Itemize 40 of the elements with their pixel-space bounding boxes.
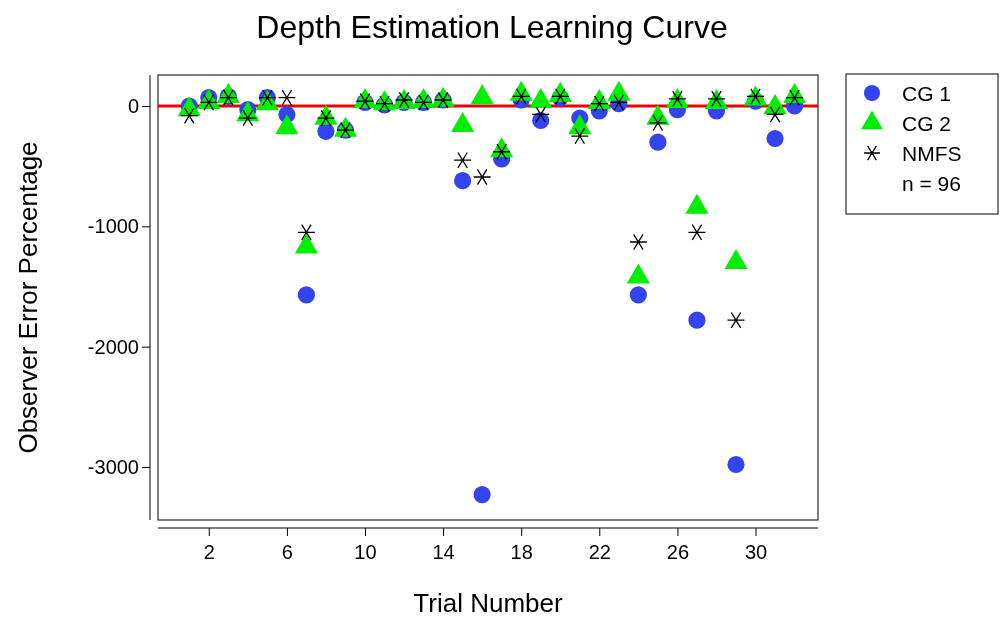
point — [648, 114, 668, 132]
point — [687, 224, 707, 241]
point — [297, 286, 315, 304]
point — [629, 286, 647, 304]
x-tick-label: 26 — [666, 541, 690, 563]
point — [531, 106, 550, 123]
point — [727, 455, 745, 474]
point — [473, 486, 491, 504]
point — [766, 129, 784, 148]
point — [688, 311, 706, 329]
point — [726, 311, 746, 329]
x-tick-label: 10 — [354, 541, 377, 563]
y-tick-label: -2000 — [87, 335, 139, 358]
x-tick-label: 14 — [432, 541, 455, 563]
x-tick-label: 18 — [510, 541, 533, 563]
x-tick-label: 30 — [744, 541, 768, 563]
point — [629, 233, 648, 251]
point — [785, 89, 804, 106]
point — [297, 224, 316, 241]
y-axis-title: Observer Error Percentage — [13, 141, 43, 454]
y-tick-label: 0 — [127, 94, 139, 117]
legend-label: CG 2 — [902, 112, 952, 135]
point — [472, 168, 492, 186]
point — [277, 89, 297, 106]
point — [454, 172, 472, 190]
legend-label: NMFS — [902, 142, 962, 165]
text: n = 96 — [902, 172, 961, 195]
chart-title: Depth Estimation Learning Curve — [256, 9, 728, 45]
x-axis-title: Trial Number — [413, 588, 563, 618]
point — [649, 133, 667, 151]
x-tick-label: 2 — [203, 541, 215, 563]
x-tick-label: 6 — [281, 541, 293, 563]
legend-label: CG 1 — [902, 82, 952, 105]
point — [453, 151, 472, 169]
point — [316, 109, 336, 127]
y-tick-label: -3000 — [87, 455, 139, 478]
x-tick-label: 22 — [588, 541, 611, 563]
point — [570, 127, 589, 145]
y-tick-label: -1000 — [87, 215, 139, 238]
point — [765, 106, 785, 123]
